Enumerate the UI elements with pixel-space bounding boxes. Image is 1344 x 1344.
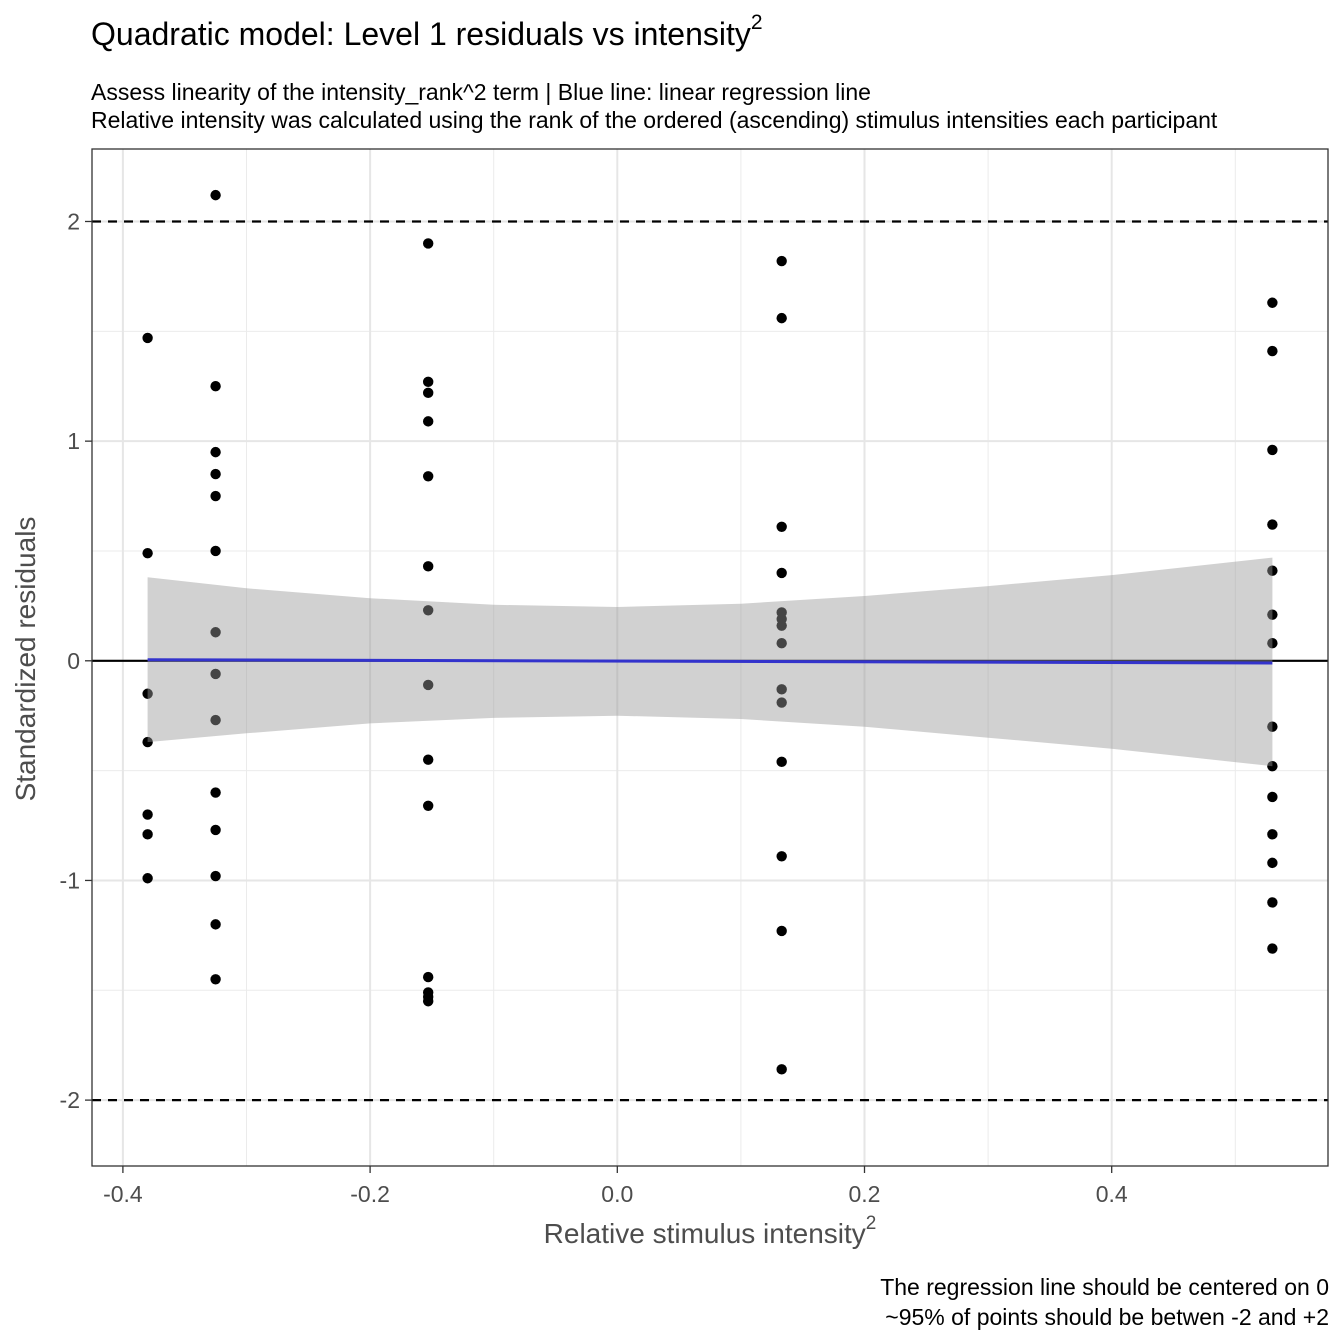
data-point [1267, 721, 1278, 732]
x-tick-label: -0.2 [350, 1181, 390, 1207]
data-point [1267, 943, 1278, 954]
data-point [210, 468, 221, 480]
data-point [210, 627, 221, 638]
data-point [422, 387, 434, 399]
data-point [776, 620, 787, 631]
y-tick-label: 1 [67, 428, 80, 454]
chart-title: Quadratic model: Level 1 residuals vs in… [91, 11, 763, 52]
x-tick-label: 0.4 [1096, 1181, 1128, 1207]
data-point [210, 446, 221, 458]
y-tick-label: -1 [60, 867, 80, 893]
data-point [142, 736, 153, 748]
chart-subtitle-line-2: Relative intensity was calculated using … [91, 107, 1218, 133]
data-point [210, 787, 221, 798]
data-point [422, 561, 434, 572]
x-tick-label: 0.2 [849, 1181, 881, 1207]
data-point [142, 873, 153, 884]
data-point [210, 870, 221, 882]
x-tick-label: -0.4 [103, 1181, 143, 1207]
data-point [776, 684, 787, 695]
data-point [1267, 345, 1278, 357]
data-point [1267, 829, 1278, 840]
data-point [210, 545, 221, 557]
data-point [1267, 897, 1278, 908]
data-point [210, 824, 221, 836]
data-point [422, 679, 434, 691]
data-point [210, 490, 221, 502]
data-point [210, 668, 221, 680]
data-point [1267, 444, 1278, 456]
data-point [422, 971, 434, 983]
caption-line-1: The regression line should be centered o… [880, 1274, 1329, 1300]
data-point [1267, 565, 1278, 576]
data-point [142, 688, 153, 699]
data-point [776, 851, 787, 862]
data-point [776, 925, 787, 937]
data-point [1267, 638, 1278, 649]
data-point [422, 471, 434, 482]
data-point [422, 416, 434, 427]
data-point [210, 919, 221, 930]
y-tick-label: -2 [60, 1087, 80, 1113]
data-point [1267, 857, 1278, 869]
data-point [210, 714, 221, 726]
data-point [142, 809, 153, 820]
data-point [776, 312, 787, 324]
data-point [422, 800, 434, 811]
data-point [1267, 297, 1278, 308]
data-point [210, 381, 221, 392]
data-point [142, 547, 153, 559]
data-point [1267, 609, 1278, 620]
data-point [142, 829, 153, 840]
data-point [210, 189, 221, 201]
data-point [776, 567, 787, 579]
panel-border [91, 148, 1329, 1167]
data-point [776, 255, 787, 267]
data-point [422, 376, 434, 388]
data-point [776, 756, 787, 768]
y-tick-label: 0 [67, 648, 80, 674]
y-tick-label: 2 [67, 208, 80, 234]
chart-caption: The regression line should be centered o… [880, 1272, 1329, 1332]
data-point [776, 521, 787, 533]
data-point [422, 996, 434, 1007]
regression-line [147, 658, 1273, 665]
data-point [142, 332, 153, 344]
data-point [776, 638, 787, 649]
chart-subtitle-line-1: Assess linearity of the intensity_rank^2… [91, 79, 871, 105]
data-point [1267, 791, 1278, 803]
y-axis-label: Standardized residuals [10, 516, 41, 802]
data-point [422, 754, 434, 765]
data-point [1267, 519, 1278, 530]
data-point [776, 697, 787, 708]
data-point [776, 1064, 787, 1075]
data-point [210, 974, 221, 985]
x-axis-label: Relative stimulus intensity2 [543, 1212, 877, 1249]
data-point [1267, 761, 1278, 772]
data-point [422, 605, 434, 616]
data-point [422, 238, 434, 249]
x-tick-label: 0.0 [601, 1181, 633, 1207]
caption-line-2: ~95% of points should be betwen -2 and +… [885, 1304, 1329, 1330]
